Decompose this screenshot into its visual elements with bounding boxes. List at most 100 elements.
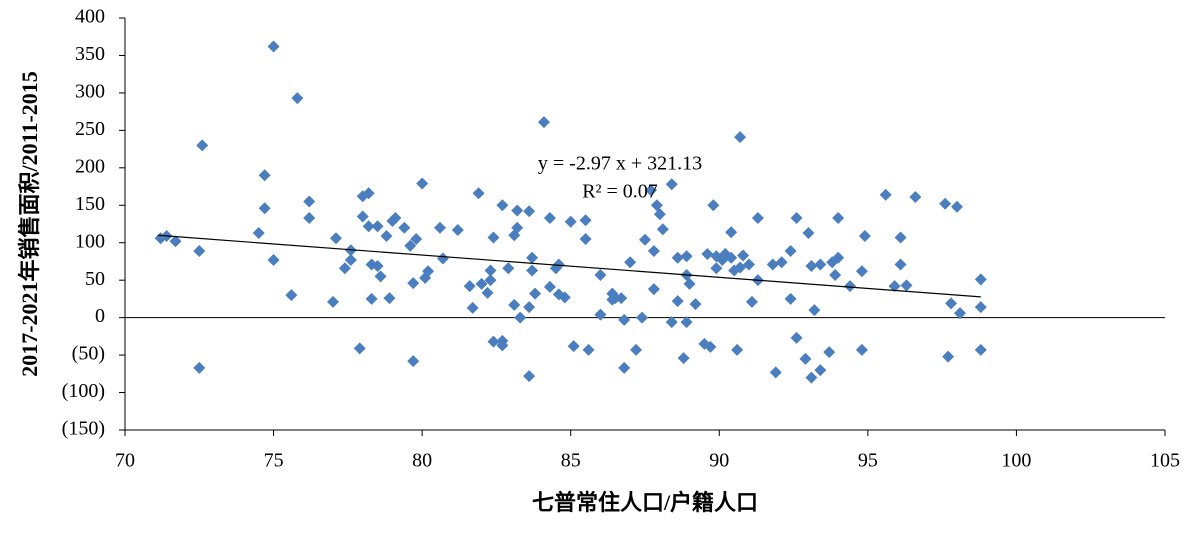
point [618,313,631,326]
point [808,304,821,317]
point [888,280,901,293]
point [579,232,592,245]
x-tick-label: 75 [264,450,284,472]
point [704,340,717,353]
point [802,226,815,239]
point [523,205,536,218]
point [630,343,643,356]
point [487,231,500,244]
point [362,187,375,200]
trendline-equation: y = -2.97 x + 321.13 [538,153,702,175]
point [365,292,378,305]
point [389,212,402,225]
y-tick-label: (150) [62,418,105,440]
point [636,311,649,324]
point [766,258,779,271]
point [615,292,628,305]
y-tick-label: 350 [75,43,105,65]
point [879,188,892,201]
point [285,289,298,302]
point [327,295,339,308]
point [769,366,782,379]
point [407,355,420,368]
point [472,187,485,200]
point [567,340,580,353]
point [523,370,536,383]
point [594,308,607,321]
point [529,287,542,300]
point [974,343,987,356]
point [647,244,660,257]
point [953,307,966,320]
point [475,277,488,290]
trendline [157,234,981,298]
point [858,229,871,242]
y-tick-label: (50) [72,343,105,365]
point [252,226,265,239]
point [823,346,836,359]
x-tick-label: 70 [115,450,135,472]
point [487,335,500,348]
point [784,244,797,257]
x-tick-label: 90 [709,450,729,472]
point [909,191,922,204]
x-tick-label: 95 [858,450,878,472]
point [329,232,342,245]
trendline-r2: R² = 0.07 [582,181,658,203]
point [258,169,271,182]
point [303,212,316,225]
point [526,264,539,277]
point [356,210,369,223]
point [725,226,738,239]
point [193,244,206,257]
point [942,350,955,363]
point [543,280,556,293]
point [416,177,429,190]
point [680,250,693,263]
point [639,233,651,246]
point [338,262,351,275]
point [656,223,669,236]
point [790,331,803,344]
point [894,258,907,271]
point [653,208,666,221]
y-tick-label: 250 [75,118,105,140]
point [267,40,280,53]
point [380,229,393,242]
point [731,343,744,356]
point [371,259,384,272]
point [671,251,684,264]
point [671,295,684,308]
point [374,270,387,283]
point [814,364,827,377]
y-tick-label: 200 [75,155,105,177]
y-tick-label: 50 [85,268,105,290]
point [689,298,702,311]
point [855,343,868,356]
point [644,184,657,197]
point [481,286,494,299]
point [526,251,539,264]
point [775,256,788,269]
point [371,220,384,233]
point [451,223,464,236]
point [407,277,420,290]
point [945,297,958,310]
point [582,343,595,356]
point [894,231,907,244]
point [463,280,476,293]
point [799,352,812,365]
point [790,212,803,225]
y-tick-label: 100 [75,230,105,252]
point [939,197,952,210]
point [725,251,738,264]
point [422,265,435,278]
point [707,199,720,212]
point [267,253,280,266]
x-tick-label: 100 [1001,450,1031,472]
point [951,200,963,213]
point [665,178,678,191]
x-tick-label: 105 [1150,450,1180,472]
point [558,291,571,304]
point [710,262,723,275]
